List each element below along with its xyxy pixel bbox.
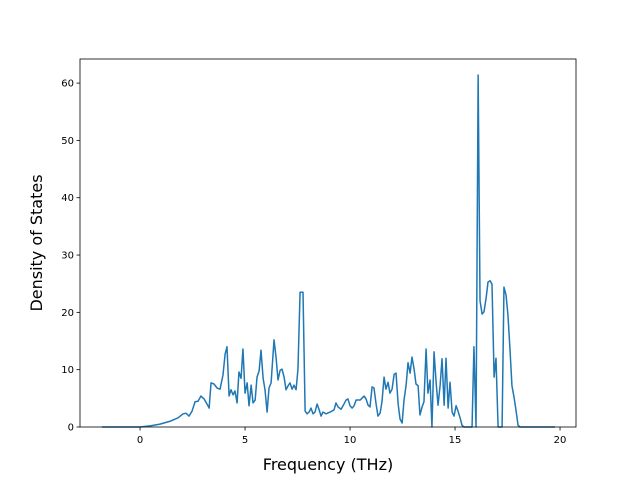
- x-tick-label: 5: [242, 435, 248, 446]
- x-tick-label: 10: [344, 435, 357, 446]
- x-tick-label: 15: [449, 435, 462, 446]
- y-tick-label: 60: [61, 79, 74, 90]
- x-axis-label: Frequency (THz): [263, 455, 393, 474]
- x-tick-label: 20: [554, 435, 567, 446]
- x-tick-label: 0: [137, 435, 143, 446]
- y-tick-label: 0: [68, 423, 74, 434]
- y-tick-label: 30: [61, 251, 74, 262]
- y-axis-label: Density of States: [27, 174, 46, 311]
- y-tick-label: 50: [61, 136, 74, 147]
- y-tick-label: 20: [61, 308, 74, 319]
- dos-line: [102, 74, 555, 428]
- plot-frame: [79, 58, 577, 428]
- y-tick-label: 40: [61, 193, 74, 204]
- y-tick-label: 10: [61, 365, 74, 376]
